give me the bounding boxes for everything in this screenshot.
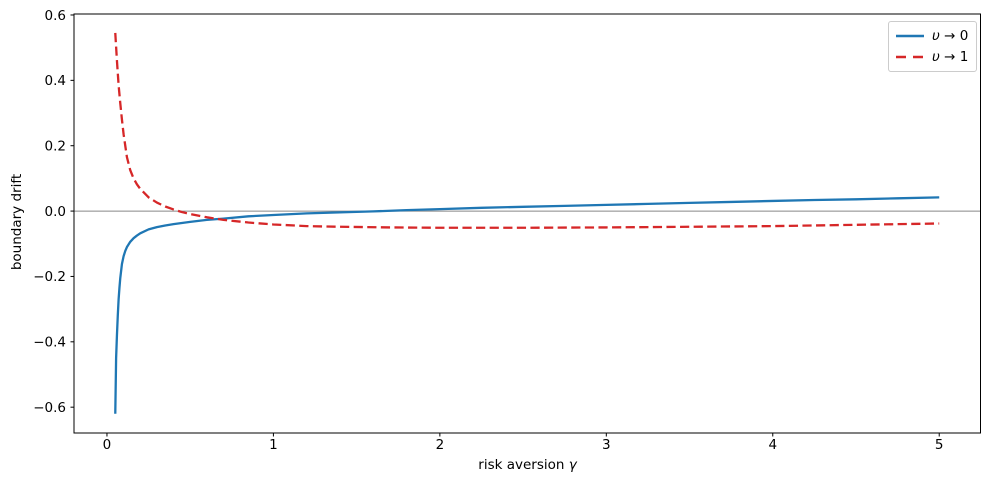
axes-frame <box>73 13 981 434</box>
y-tick-label: −0.6 <box>33 400 66 416</box>
y-tick-label: −0.2 <box>33 269 66 285</box>
legend-solid-line-icon <box>896 34 924 38</box>
x-axis-label: risk aversion γ <box>478 457 577 473</box>
y-tick-label: 0.6 <box>45 8 66 24</box>
y-axis-label: boundary drift <box>9 173 25 271</box>
y-tick-label: −0.4 <box>33 335 66 351</box>
legend-label: υ → 1 <box>932 49 969 65</box>
x-tick-label: 5 <box>935 437 944 453</box>
series-line-1 <box>114 32 940 229</box>
legend-dashed-line-icon <box>896 55 924 59</box>
x-tick-label: 2 <box>436 437 445 453</box>
legend: υ → 0 υ → 1 <box>888 21 978 72</box>
x-tick-label: 3 <box>602 437 611 453</box>
x-tick-label: 1 <box>269 437 278 453</box>
y-tick-label: 0.2 <box>45 139 66 155</box>
y-tick-label: 0.0 <box>45 204 66 220</box>
y-tick-label: 0.4 <box>45 73 66 89</box>
legend-label: υ → 0 <box>932 28 969 44</box>
x-tick-label: 4 <box>768 437 777 453</box>
legend-item-1: υ → 1 <box>896 48 968 66</box>
x-tick-label: 0 <box>103 437 112 453</box>
legend-item-0: υ → 0 <box>896 27 968 45</box>
series-line-0 <box>114 196 940 414</box>
